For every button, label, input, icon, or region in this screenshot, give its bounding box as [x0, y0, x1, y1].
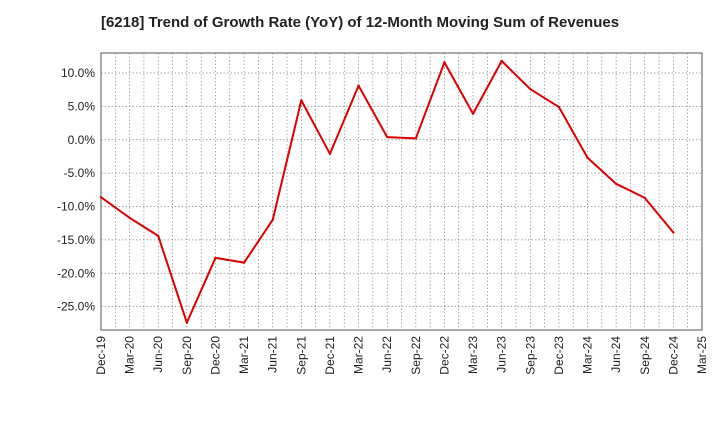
x-tick-label: Jun-24 — [609, 336, 623, 373]
data-point — [185, 321, 189, 324]
x-tick-label: Dec-21 — [323, 336, 337, 375]
data-point — [300, 99, 303, 102]
data-point — [385, 135, 389, 139]
data-point — [557, 105, 561, 109]
x-tick-label: Dec-19 — [94, 336, 108, 375]
data-point — [672, 231, 675, 234]
chart-title: [6218] Trend of Growth Rate (YoY) of 12-… — [100, 14, 620, 31]
y-tick-label: 5.0% — [68, 99, 96, 113]
y-tick-label: -15.0% — [57, 233, 95, 247]
y-tick-label: -20.0% — [57, 266, 95, 280]
x-tick-label: Jun-22 — [380, 336, 394, 373]
data-point — [500, 59, 503, 63]
x-tick-label: Sep-22 — [409, 336, 423, 375]
y-tick-label: -5.0% — [64, 166, 96, 180]
y-tick-label: -10.0% — [57, 200, 95, 214]
x-tick-label: Dec-22 — [437, 336, 451, 375]
data-point — [357, 84, 360, 87]
y-tick-label: 10.0% — [61, 66, 95, 80]
data-point — [586, 156, 589, 159]
data-point — [99, 195, 103, 199]
x-tick-label: Jun-23 — [495, 336, 509, 373]
y-tick-label: -25.0% — [57, 300, 95, 314]
x-tick-label: Jun-20 — [151, 336, 165, 373]
data-point — [643, 196, 646, 200]
x-tick-label: Sep-21 — [294, 336, 308, 375]
x-tick-label: Mar-24 — [581, 336, 595, 374]
x-tick-label: Dec-24 — [666, 336, 680, 375]
data-point — [214, 256, 217, 260]
data-point — [471, 112, 475, 115]
data-point — [271, 218, 274, 222]
data-point — [128, 216, 131, 220]
x-tick-label: Sep-23 — [523, 336, 537, 375]
x-tick-label: Mar-23 — [466, 336, 480, 374]
data-point — [242, 261, 246, 264]
x-tick-label: Jun-21 — [266, 336, 280, 373]
plot-border — [100, 52, 703, 331]
data-point — [328, 152, 332, 155]
x-tick-label: Mar-21 — [237, 336, 251, 374]
x-tick-label: Dec-23 — [552, 336, 566, 375]
data-point — [414, 137, 418, 140]
x-tick-label: Mar-22 — [352, 336, 366, 374]
data-point — [443, 61, 446, 64]
data-point — [529, 87, 532, 91]
y-tick-label: 0.0% — [68, 133, 96, 147]
data-point — [157, 234, 160, 238]
x-tick-label: Mar-25 — [695, 336, 709, 374]
x-tick-label: Sep-24 — [638, 336, 652, 375]
x-tick-label: Dec-20 — [208, 336, 222, 375]
x-tick-label: Sep-20 — [180, 336, 194, 375]
data-point — [614, 182, 618, 186]
x-tick-label: Mar-20 — [123, 336, 137, 374]
